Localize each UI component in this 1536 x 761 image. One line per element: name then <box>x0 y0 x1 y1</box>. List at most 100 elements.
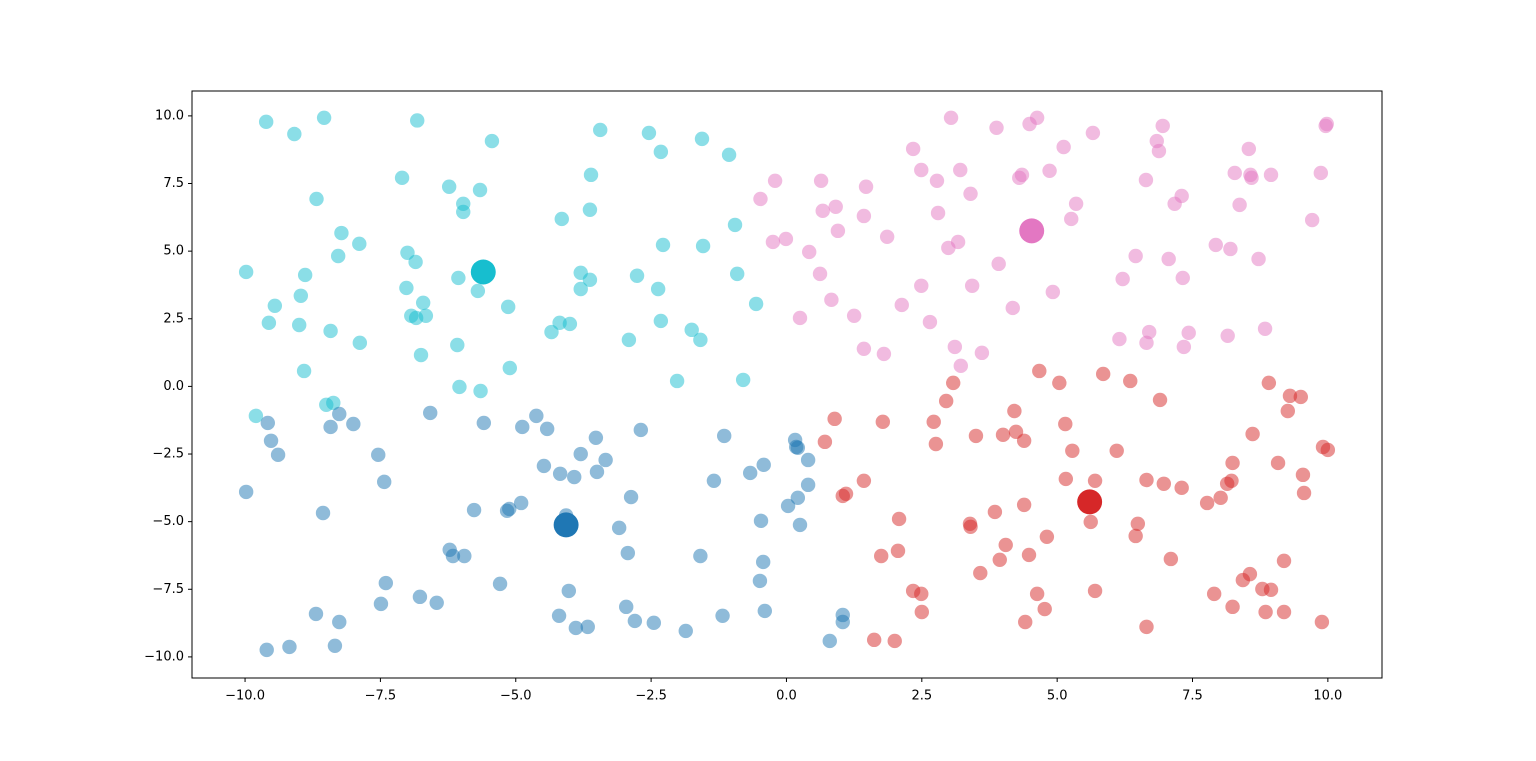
scatter-point <box>270 447 286 463</box>
scatter-point <box>620 545 636 561</box>
scatter-point <box>258 114 274 130</box>
scatter-point <box>567 469 582 485</box>
scatter-point <box>641 125 657 141</box>
scatter-point <box>573 281 588 297</box>
scatter-point <box>1151 143 1167 159</box>
y-tick-label: 5.0 <box>163 244 184 259</box>
scatter-point <box>248 408 264 424</box>
scatter-point <box>552 466 568 481</box>
scatter-point <box>457 548 472 564</box>
scatter-point <box>583 167 599 183</box>
scatter-point <box>473 383 488 399</box>
scatter-point <box>323 323 338 339</box>
scatter-point <box>914 162 929 178</box>
scatter-point <box>968 428 984 444</box>
scatter-point <box>669 373 685 389</box>
scatter-point <box>1064 211 1079 227</box>
scatter-point <box>598 452 613 468</box>
plot-area <box>192 91 1382 678</box>
scatter-point <box>1244 170 1259 186</box>
scatter-point <box>1087 473 1103 489</box>
scatter-point <box>1213 490 1228 506</box>
y-tick-label: 2.5 <box>163 311 184 326</box>
scatter-point <box>1045 284 1061 300</box>
scatter-point <box>792 517 808 533</box>
scatter-point <box>261 315 277 331</box>
scatter-point <box>484 133 500 149</box>
scatter-point <box>812 266 828 282</box>
scatter-point <box>891 511 907 527</box>
y-tick-label: −7.5 <box>152 582 184 597</box>
scatter-point <box>1295 467 1311 483</box>
scatter-point <box>633 422 649 438</box>
scatter-point <box>887 633 902 649</box>
scatter-point <box>451 270 466 286</box>
scatter-point <box>429 595 444 610</box>
scatter-point <box>767 173 783 189</box>
scatter-point <box>1232 197 1247 213</box>
scatter-point <box>678 623 693 639</box>
scatter-point <box>780 498 796 514</box>
scatter-point <box>1181 325 1196 341</box>
scatter-point <box>1245 426 1260 442</box>
scatter-point <box>544 324 559 340</box>
scatter-point <box>953 162 968 178</box>
scatter-point <box>1167 196 1182 212</box>
scatter-point <box>835 614 850 630</box>
scatter-point <box>593 122 608 138</box>
scatter-point <box>529 408 544 424</box>
scatter-point <box>573 446 588 462</box>
scatter-point <box>352 236 367 252</box>
scatter-point <box>1019 218 1045 244</box>
x-tick-label: 7.5 <box>1182 689 1203 704</box>
scatter-point <box>260 415 275 431</box>
scatter-point <box>415 295 431 311</box>
scatter-point <box>413 347 429 363</box>
scatter-point <box>914 604 930 620</box>
scatter-point <box>1261 375 1277 391</box>
scatter-point <box>813 173 829 189</box>
scatter-point <box>1293 389 1308 405</box>
scatter-point <box>938 393 954 409</box>
scatter-point <box>553 512 579 538</box>
scatter-point <box>947 339 963 355</box>
scatter-point <box>693 548 708 564</box>
scatter-point <box>646 615 662 631</box>
x-tick-label: −10.0 <box>225 689 265 704</box>
scatter-point <box>332 614 347 630</box>
scatter-point <box>1077 489 1103 515</box>
scatter-point <box>352 335 368 351</box>
scatter-point <box>263 433 279 448</box>
scatter-point <box>582 202 598 217</box>
scatter-point <box>492 576 508 592</box>
scatter-point <box>326 395 341 411</box>
scatter-point <box>450 337 465 353</box>
scatter-point <box>619 599 634 615</box>
scatter-point <box>846 308 862 323</box>
scatter-point <box>755 554 771 570</box>
scatter-point <box>729 266 745 282</box>
scatter-point <box>1139 335 1154 351</box>
scatter-point <box>1282 388 1298 404</box>
scatter-point <box>1112 331 1127 347</box>
scatter-point <box>611 520 627 536</box>
scatter-point <box>423 405 438 421</box>
marks <box>238 110 1336 658</box>
scatter-point <box>1225 599 1240 615</box>
scatter-point <box>376 474 392 490</box>
scatter-point <box>653 313 669 329</box>
scatter-point <box>238 264 254 280</box>
scatter-point <box>562 316 578 332</box>
scatter-point <box>1058 416 1073 432</box>
scatter-point <box>452 379 467 395</box>
scatter-point <box>989 120 1004 135</box>
scatter-point <box>539 421 555 437</box>
scatter-point <box>1296 485 1312 501</box>
scatter-point <box>412 589 428 605</box>
scatter-point <box>1022 116 1037 132</box>
scatter-point <box>1280 403 1295 419</box>
scatter-point <box>441 179 457 194</box>
scatter-point <box>1220 328 1235 344</box>
scatter-point <box>267 298 283 313</box>
